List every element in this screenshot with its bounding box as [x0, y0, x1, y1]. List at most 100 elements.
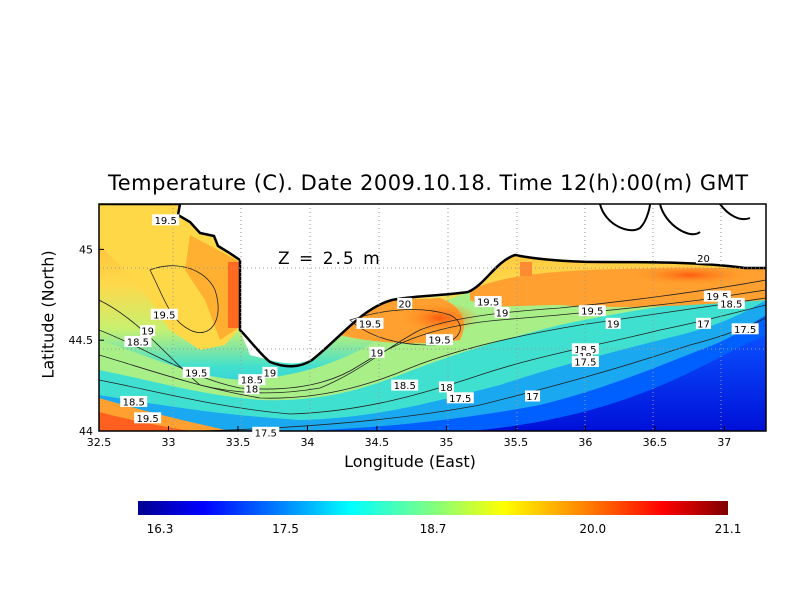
y-axis-label: Latitude (North): [38, 250, 58, 379]
x-tick-label: 34.5: [365, 436, 390, 449]
contour-label: 20: [397, 297, 413, 310]
x-tick-label: 37: [717, 436, 731, 449]
contour-label: 18: [244, 383, 260, 396]
contour-label-text: 17.5: [734, 325, 756, 336]
contour-label-text: 17: [526, 392, 539, 403]
contour-label: 19.5: [134, 412, 162, 425]
contour-label-text: 18: [440, 383, 453, 394]
y-axis-ticks: 44 44.5 45: [69, 243, 104, 438]
contour-label-text: 19.5: [185, 368, 207, 379]
contour-label-box: [703, 290, 731, 302]
contour-label-box: [525, 390, 541, 402]
contour-label-box: [494, 306, 510, 318]
contour-label: 19.5: [150, 308, 178, 321]
x-tick-label: 35.5: [504, 436, 529, 449]
sea-surface-field: [99, 204, 766, 431]
contour-label-text: 19.5: [137, 414, 159, 425]
contour-label: 20: [695, 252, 711, 265]
contour-label: 17.5: [571, 355, 599, 368]
contour-label-text: 17.5: [449, 394, 471, 405]
contour-label-text: 18.5: [394, 381, 416, 392]
contour-label-text: 19: [607, 319, 620, 330]
contour-label-box: [120, 395, 148, 407]
contour-label-box: [578, 305, 606, 317]
contour-label-box: [134, 412, 162, 424]
chart-title: Temperature (C). Date 2009.10.18. Time 1…: [108, 171, 749, 195]
x-tick-label: 33: [161, 436, 175, 449]
contour-label-box: [605, 317, 621, 329]
y-tick-label: 45: [79, 243, 93, 256]
contour-label: 18.5: [571, 343, 599, 356]
contour-label-text: 18.5: [123, 397, 145, 408]
contour-label-box: [695, 252, 711, 264]
contour-label: 19: [262, 366, 278, 379]
contour-label-text: 18.5: [574, 345, 596, 356]
contour-label: 17.5: [252, 426, 280, 439]
contour-label: 17: [695, 317, 711, 330]
contour-label: 18.5: [124, 336, 152, 349]
depth-annotation: Z = 2.5 m: [278, 249, 382, 269]
contour-label-text: 18.5: [127, 338, 149, 349]
contour-label: 19: [369, 346, 385, 359]
colorbar: [138, 501, 728, 515]
contour-label-text: 18.5: [241, 376, 263, 387]
contour-label-box: [152, 214, 180, 226]
contour-label-box: [238, 374, 266, 386]
contour-label-text: 19.5: [477, 298, 499, 309]
contour-label: 17.5: [446, 392, 474, 405]
contour-label-box: [262, 366, 278, 378]
colorbar-tick-label: 18.7: [420, 522, 447, 536]
contour-label-text: 19.5: [428, 336, 450, 347]
contour-label: 18.5: [391, 379, 419, 392]
contour-label-text: 18.5: [720, 299, 742, 310]
colorbar-tick-label: 17.5: [272, 522, 299, 536]
contour-label: 18.5: [120, 395, 148, 408]
contour-label-text: 17: [697, 319, 710, 330]
contour-label: 17.5: [731, 323, 759, 336]
contour-label-text: 19.5: [706, 292, 728, 303]
colorbar-tick-label: 16.3: [147, 522, 174, 536]
y-tick-label: 44: [79, 425, 93, 438]
x-axis-ticks: 32.5 33 33.5 34 34.5 35 35.5 36 36.5 37: [87, 426, 731, 449]
y-tick-label: 44.5: [69, 334, 94, 347]
x-tick-label: 36.5: [643, 436, 668, 449]
contour-label: 19.5: [474, 296, 502, 309]
contour-label-text: 19.5: [153, 310, 175, 321]
contour-label-box: [717, 297, 745, 309]
contour-label-box: [425, 334, 453, 346]
contour-label-text: 19: [141, 327, 154, 338]
contour-label-text: 17.5: [255, 428, 277, 439]
contour-label: 19.5: [152, 214, 180, 227]
contour-label-text: 20: [697, 254, 710, 265]
contour-label-box: [244, 383, 260, 395]
contour-label-box: [474, 296, 502, 308]
contour-label-box: [124, 336, 152, 348]
x-tick-label: 35: [439, 436, 453, 449]
contour-label-box: [438, 381, 454, 393]
contour-labels: 19.519.51918.519.518.5191818.519.517.520…: [120, 214, 759, 439]
contour-label-text: 19.5: [359, 319, 381, 330]
colorbar-tick-label: 20.0: [579, 522, 606, 536]
contour-label-box: [731, 323, 759, 335]
x-tick-label: 32.5: [87, 436, 112, 449]
contour-label: 18.5: [238, 374, 266, 387]
x-tick-label: 36: [578, 436, 592, 449]
contour-label-box: [571, 355, 599, 367]
contour-label: 19.5: [703, 290, 731, 303]
contour-label-box: [252, 426, 280, 438]
x-tick-label: 34: [300, 436, 314, 449]
contour-label-text: 19.5: [581, 307, 603, 318]
colorbar-tick-label: 21.1: [715, 522, 742, 536]
contour-label-text: 18: [245, 385, 258, 396]
x-axis-label: Longitude (East): [344, 452, 476, 471]
contour-label-box: [356, 317, 384, 329]
contour-label-text: 20: [398, 299, 411, 310]
contour-label-text: 19.5: [155, 216, 177, 227]
contour-label: 19.5: [425, 334, 453, 347]
contour-label-box: [150, 308, 178, 320]
contour-label: 19: [140, 325, 156, 338]
colorbar-ticks: 16.3 17.5 18.7 20.0 21.1: [147, 522, 742, 536]
contour-label-box: [140, 325, 156, 337]
contour-label-text: 19: [371, 348, 384, 359]
